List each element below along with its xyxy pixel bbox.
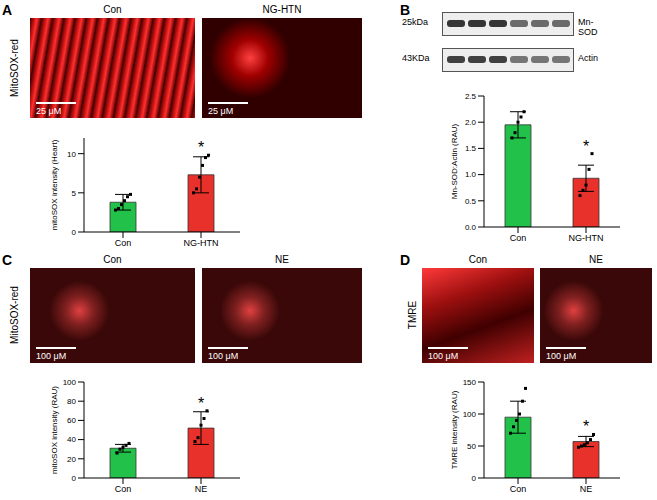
- html-text:Mn-SOD: Mn-SOD: [578, 17, 598, 37]
- html-text:25 μM: 25 μM: [36, 106, 62, 116]
- svg-text:0: 0: [72, 474, 77, 483]
- html-text:D: D: [400, 252, 411, 268]
- svg-text:100: 100: [463, 410, 477, 419]
- svg-text:*: *: [583, 418, 589, 435]
- html-text:25kDa: 25kDa: [402, 17, 428, 27]
- svg-text:1.0: 1.0: [465, 170, 477, 179]
- html-text:Con: Con: [103, 254, 122, 265]
- html-text:Con: Con: [103, 4, 122, 15]
- html-text:TMRE: TMRE: [406, 300, 418, 330]
- html-text:100 μM: 100 μM: [208, 351, 239, 361]
- svg-text:Con: Con: [115, 238, 132, 248]
- svg-text:Con: Con: [510, 484, 527, 494]
- svg-text:NG-HTN: NG-HTN: [569, 233, 604, 243]
- svg-text:1.5: 1.5: [465, 144, 477, 153]
- html-text:C: C: [2, 252, 13, 268]
- svg-text:2.5: 2.5: [465, 92, 477, 101]
- html-text:100 μM: 100 μM: [546, 351, 577, 361]
- svg-text:50: 50: [467, 442, 476, 451]
- svg-text:TMRE intensity (RAU): TMRE intensity (RAU): [450, 390, 459, 469]
- html-text:B: B: [400, 2, 411, 18]
- svg-text:2.0: 2.0: [465, 118, 477, 127]
- svg-text:NG-HTN: NG-HTN: [184, 238, 219, 248]
- html-text:Actin: Actin: [578, 53, 598, 63]
- svg-text:0.0: 0.0: [465, 223, 477, 232]
- svg-text:150: 150: [463, 378, 477, 387]
- svg-text:80: 80: [67, 397, 76, 406]
- html-text:NG-HTN: NG-HTN: [262, 4, 302, 15]
- svg-text:60: 60: [67, 416, 76, 425]
- svg-text:Con: Con: [115, 484, 132, 494]
- html-text:43KDa: 43KDa: [402, 53, 430, 63]
- html-text:MitoSOX-red: MitoSOX-red: [8, 39, 20, 97]
- svg-text:0: 0: [472, 474, 477, 483]
- svg-text:*: *: [198, 139, 204, 156]
- html-text:100 μM: 100 μM: [36, 351, 67, 361]
- svg-text:100: 100: [63, 378, 77, 387]
- html-text:MitoSOX-red: MitoSOX-red: [8, 286, 20, 344]
- svg-text:0: 0: [72, 228, 77, 237]
- html-text:NE: NE: [275, 254, 289, 265]
- html-text:25 μM: 25 μM: [208, 106, 234, 116]
- svg-text:40: 40: [67, 435, 76, 444]
- svg-text:*: *: [198, 395, 204, 412]
- svg-text:mitoSOX intensity (Heart): mitoSOX intensity (Heart): [50, 139, 59, 230]
- html-text:100 μM: 100 μM: [428, 351, 459, 361]
- html-text:A: A: [2, 2, 13, 18]
- svg-text:10: 10: [67, 150, 76, 159]
- svg-text:20: 20: [67, 455, 76, 464]
- svg-text:0.5: 0.5: [465, 197, 477, 206]
- svg-text:mitoSOX intensity (RAU): mitoSOX intensity (RAU): [50, 386, 59, 474]
- html-text:NE: NE: [589, 254, 603, 265]
- svg-text:Con: Con: [510, 233, 527, 243]
- svg-text:*: *: [583, 138, 589, 155]
- svg-text:NE: NE: [195, 484, 208, 494]
- svg-text:Mn-SOD:Actin (RAU): Mn-SOD:Actin (RAU): [450, 123, 459, 199]
- html-text:Con: Con: [468, 254, 488, 265]
- svg-text:NE: NE: [580, 484, 593, 494]
- svg-text:5: 5: [72, 189, 77, 198]
